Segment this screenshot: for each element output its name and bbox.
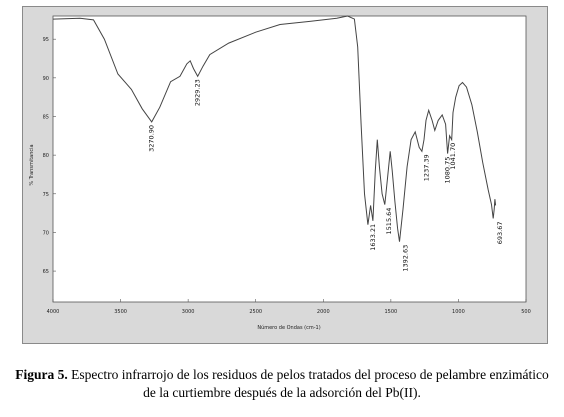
plot-area	[52, 15, 527, 303]
x-tick-label: 2000	[317, 309, 330, 315]
x-axis-title: Número de Ondas (cm-1)	[257, 324, 320, 331]
peak-label: 1080.75	[444, 157, 452, 184]
spectrum-figure: 95 90 85 80 75 70 65 4000 3500 3000 2500 2000 1500 1…	[22, 6, 548, 344]
y-tick-label: 85	[43, 114, 49, 120]
peak-label: 1392.63	[402, 245, 410, 272]
x-tick-label: 1000	[452, 309, 465, 315]
y-tick-label: 75	[43, 192, 49, 198]
y-tick-label: 95	[43, 37, 49, 43]
peak-label: 1041.70	[449, 143, 457, 170]
ir-spectrum-chart: 95 90 85 80 75 70 65 4000 3500 3000 2500 2000 1500 1…	[29, 15, 531, 331]
x-axis: 4000 3500 3000 2500 2000 1500 1000 500	[47, 299, 531, 315]
peak-label: 1633.21	[369, 224, 377, 251]
y-tick-label: 90	[43, 76, 49, 82]
peak-annotations: 3270.90 2929.23 1633.21 1515.64 1392.63 1237.…	[148, 79, 504, 271]
y-tick-label: 70	[43, 230, 49, 236]
y-axis: 95 90 85 80 75 70 65	[43, 37, 56, 275]
figure-caption: Figura 5. Espectro infrarrojo de los res…	[14, 366, 550, 402]
spectrum-line	[52, 15, 497, 242]
x-tick-label: 2500	[249, 309, 262, 315]
x-tick-label: 3500	[114, 309, 127, 315]
y-axis-title: % Transmitancia	[29, 144, 35, 185]
peak-label: 2929.23	[194, 79, 202, 106]
caption-label: Figura 5.	[15, 367, 68, 382]
caption-text: Espectro infrarrojo de los residuos de p…	[71, 367, 549, 400]
x-tick-label: 3000	[182, 309, 195, 315]
x-tick-label: 500	[521, 309, 531, 315]
peak-label: 1515.64	[385, 208, 393, 235]
peak-label: 1237.39	[422, 154, 430, 181]
y-tick-label: 80	[43, 153, 49, 159]
y-tick-label: 65	[43, 269, 49, 275]
x-tick-label: 1500	[384, 309, 397, 315]
peak-label: 693.67	[496, 221, 504, 244]
x-tick-label: 4000	[47, 309, 60, 315]
peak-label: 3270.90	[148, 125, 156, 152]
